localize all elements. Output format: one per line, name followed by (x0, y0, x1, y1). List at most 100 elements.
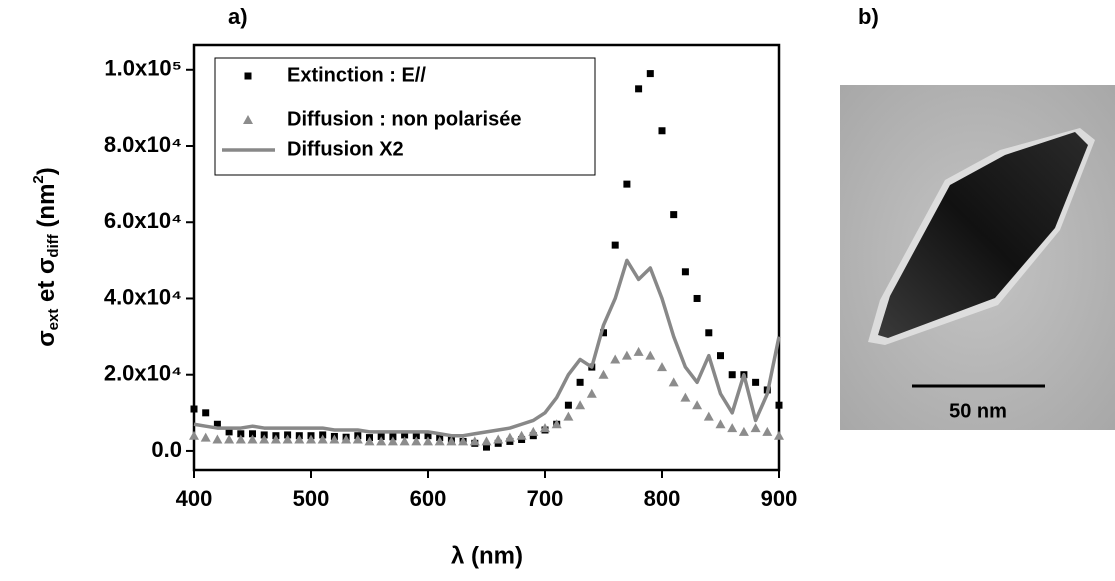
data-point (646, 70, 654, 78)
y-axis-label-part: ) (33, 167, 60, 175)
x-tick-label: 400 (176, 486, 213, 511)
legend-swatch (244, 72, 252, 80)
x-axis-label: λ (nm) (451, 542, 523, 569)
data-point (237, 430, 245, 438)
data-point (658, 127, 666, 135)
data-point (200, 432, 211, 442)
data-point (434, 436, 445, 446)
data-point (516, 430, 527, 440)
y-axis-label-part: et σ (33, 258, 60, 309)
data-point (306, 434, 316, 444)
y-axis-label-part: ext (45, 309, 62, 331)
data-point (750, 423, 761, 433)
data-point (635, 85, 643, 93)
data-point (728, 371, 736, 379)
data-point (564, 401, 572, 409)
data-point (681, 268, 689, 276)
data-point (329, 434, 340, 444)
data-point (693, 294, 701, 302)
series (189, 346, 784, 446)
data-point (610, 354, 621, 364)
data-point (715, 419, 726, 429)
data-point (563, 411, 574, 421)
data-point (576, 378, 584, 386)
data-point (623, 180, 631, 188)
x-tick-label: 700 (527, 486, 564, 511)
scale-bar-label: 50 nm (949, 400, 1007, 422)
data-point (224, 434, 235, 444)
data-point (225, 428, 233, 436)
legend-label: Diffusion X2 (287, 138, 404, 160)
data-point (412, 432, 420, 440)
legend: Extinction : E// Diffusion : non polarisé… (214, 57, 596, 176)
data-point (738, 426, 749, 436)
data-point (551, 419, 562, 429)
data-point (247, 434, 258, 444)
x-tick-label: 500 (293, 486, 330, 511)
data-point (352, 434, 363, 444)
y-tick-label: 2.0x10⁴ (104, 361, 182, 386)
data-point (341, 434, 352, 444)
data-point (249, 430, 256, 438)
legend-label: Extinction : E// (287, 64, 426, 86)
legend-swatch (243, 115, 253, 124)
data-point (668, 377, 679, 387)
data-point (727, 423, 738, 433)
y-tick-label: 1.0x10⁵ (104, 56, 182, 81)
data-point (401, 431, 409, 439)
data-point (235, 434, 246, 444)
data-line (193, 258, 781, 438)
data-point (294, 434, 305, 444)
panel-label: b) (858, 4, 879, 29)
data-point (212, 434, 223, 444)
data-point (774, 430, 784, 440)
data-point (282, 434, 293, 444)
y-axis-label-part: σ (33, 330, 60, 346)
data-point (762, 426, 773, 436)
plot-frame (192, 43, 781, 472)
data-point (621, 350, 632, 360)
data-point (446, 436, 457, 446)
data-point (692, 400, 703, 410)
data-point (657, 362, 667, 372)
data-point (598, 369, 609, 379)
data-point (633, 346, 644, 356)
x-tick-label: 600 (410, 486, 447, 511)
panel-label: a) (228, 4, 248, 29)
data-point (600, 329, 607, 337)
y-tick-label: 4.0x10⁴ (104, 284, 182, 309)
data-point (705, 329, 713, 337)
data-point (703, 411, 714, 421)
data-point (483, 443, 490, 451)
data-point (717, 352, 724, 360)
data-point (493, 434, 504, 444)
data-point (213, 420, 221, 428)
data-point (680, 392, 691, 402)
data-point (387, 436, 398, 446)
y-axis-label-part: 2 (30, 175, 47, 183)
data-point (202, 409, 210, 417)
y-tick-label: 0.0 (151, 437, 182, 462)
data-point (190, 405, 198, 413)
data-point (528, 426, 539, 436)
data-point (481, 436, 492, 446)
data-point (399, 436, 410, 446)
data-point (504, 432, 515, 442)
legend-label: Diffusion : non polarisée (287, 108, 521, 130)
data-point (317, 434, 328, 444)
data-point (469, 436, 480, 446)
data-point (270, 434, 281, 444)
data-point (424, 432, 432, 440)
data-point (575, 400, 586, 410)
data-point (411, 436, 422, 446)
y-axis-label-part: (nm (33, 184, 60, 235)
data-point (670, 211, 678, 219)
data-point (775, 401, 783, 409)
data-point (752, 378, 760, 386)
data-point (423, 436, 433, 446)
series (193, 258, 781, 438)
x-tick-label: 800 (644, 486, 681, 511)
data-point (458, 436, 469, 446)
data-point (364, 436, 375, 446)
